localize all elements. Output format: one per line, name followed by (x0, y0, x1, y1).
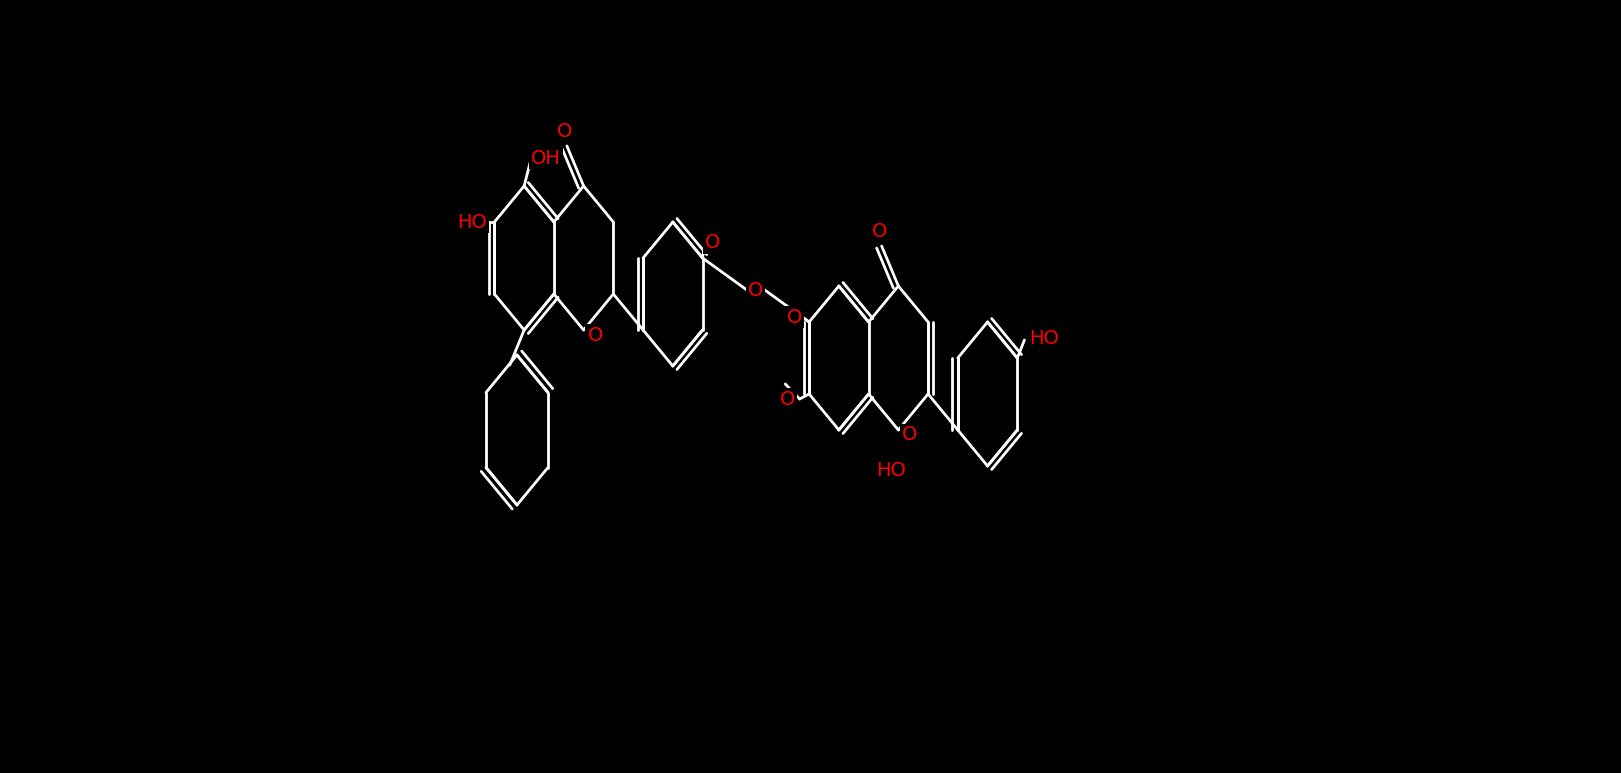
Text: HO: HO (457, 213, 488, 231)
Text: O: O (749, 281, 763, 299)
Text: O: O (872, 222, 887, 240)
Text: O: O (558, 121, 572, 141)
Text: HO: HO (877, 461, 906, 479)
Text: HO: HO (1029, 329, 1059, 348)
Text: OH: OH (532, 148, 561, 168)
Text: O: O (786, 308, 802, 326)
Text: O: O (587, 325, 603, 345)
Text: O: O (903, 425, 917, 444)
Text: O: O (780, 390, 794, 408)
Text: O: O (705, 233, 720, 253)
